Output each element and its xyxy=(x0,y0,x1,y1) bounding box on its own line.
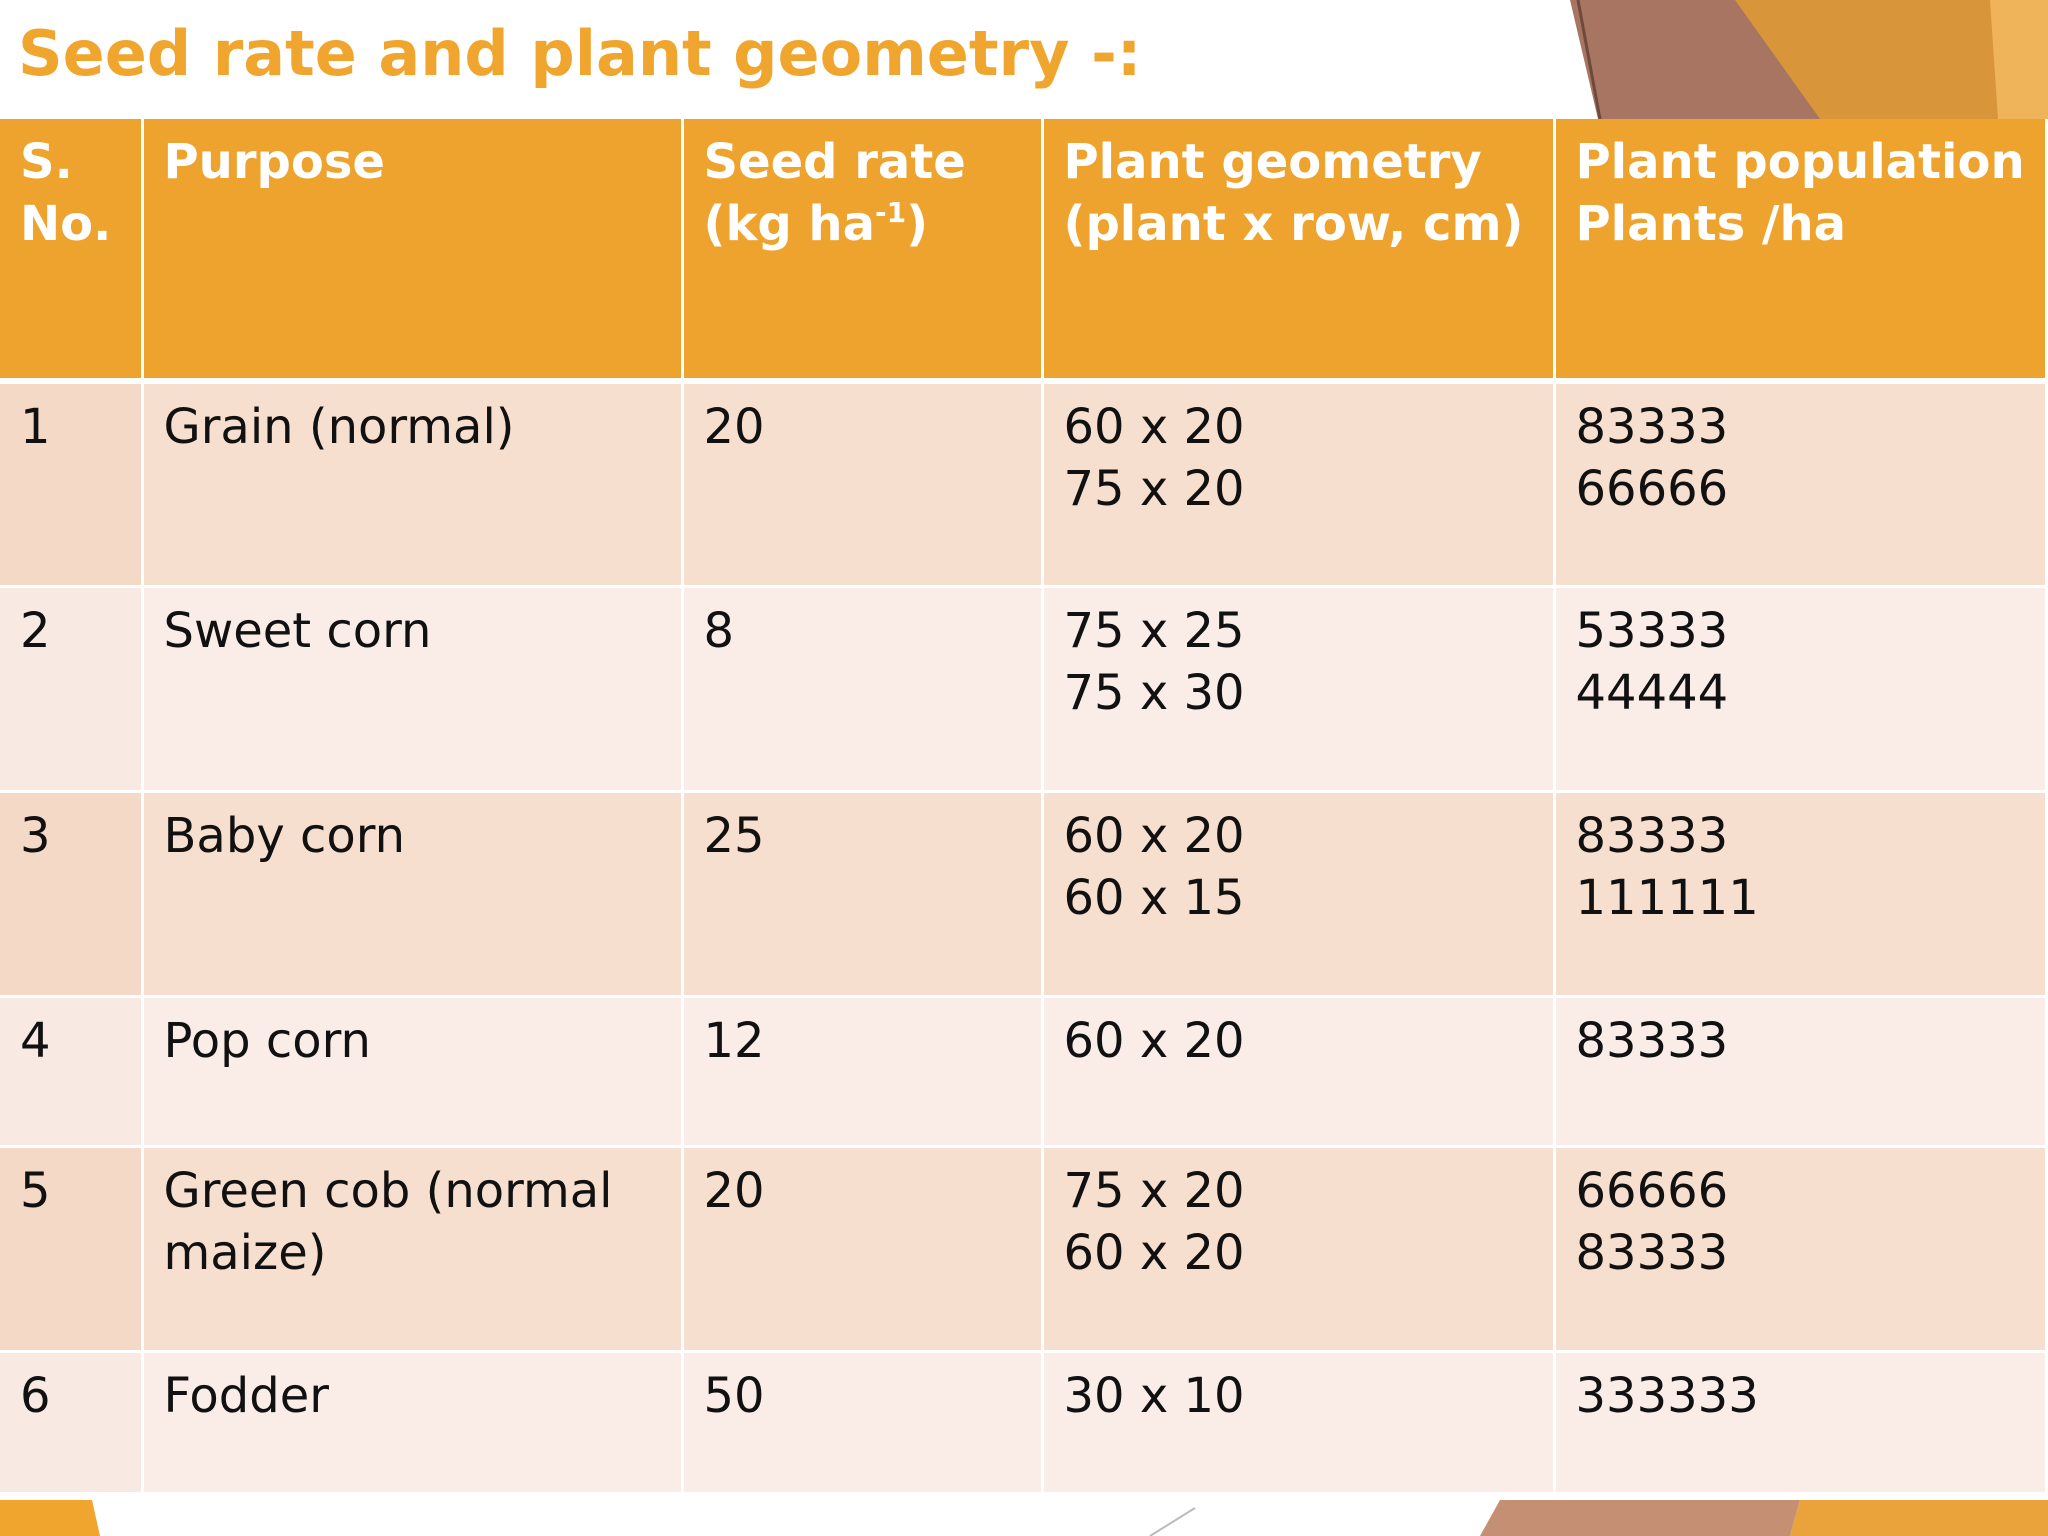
header-population-line: Plant population xyxy=(1575,134,2025,190)
table-row: 1 Grain (normal) 20 60 x 20 75 x 20 8333… xyxy=(0,381,2048,588)
header-seed-rate: Seed rate (kg ha-1) xyxy=(680,119,1044,384)
cell-sno: 1 xyxy=(0,381,144,588)
seed-rate-table-container: S. No. Purpose Seed rate (kg ha-1) Plant… xyxy=(0,119,2048,1495)
population-value: 83333 xyxy=(1575,1012,1729,1069)
top-right-thin-line xyxy=(1576,0,1602,120)
cell-purpose: Baby corn xyxy=(140,791,684,998)
header-plant-population: Plant population Plants /ha xyxy=(1552,119,2048,384)
cell-geometry: 75 x 25 75 x 30 xyxy=(1040,586,1556,793)
cell-sno: 6 xyxy=(0,1351,144,1495)
cell-population: 83333 66666 xyxy=(1552,381,2048,588)
header-purpose-label: Purpose xyxy=(163,134,385,190)
cell-seed-rate: 20 xyxy=(680,1146,1044,1353)
header-seed-rate-close: ) xyxy=(906,196,929,252)
header-seed-rate-exponent: -1 xyxy=(875,196,907,229)
table-header-row: S. No. Purpose Seed rate (kg ha-1) Plant… xyxy=(0,119,2048,384)
cell-seed-rate: 50 xyxy=(680,1351,1044,1495)
population-value: 66666 xyxy=(1575,461,1729,517)
table-row: 4 Pop corn 12 60 x 20 83333 xyxy=(0,996,2048,1148)
cell-seed-rate: 20 xyxy=(680,381,1044,588)
geometry-value: 60 x 15 xyxy=(1063,869,1245,926)
header-plant-geometry: Plant geometry (plant x row, cm) xyxy=(1040,119,1556,384)
population-value: 44444 xyxy=(1575,664,1729,721)
top-right-brown-facet xyxy=(1570,0,1840,119)
header-geometry-line: Plant geometry xyxy=(1063,134,1482,190)
population-value: 83333 xyxy=(1575,399,1729,455)
cell-purpose: Fodder xyxy=(140,1351,684,1495)
cell-seed-rate: 12 xyxy=(680,996,1044,1148)
header-purpose: Purpose xyxy=(140,119,684,384)
population-value: 53333 xyxy=(1575,602,1729,659)
geometry-value: 75 x 20 xyxy=(1063,461,1245,517)
table-row: 3 Baby corn 25 60 x 20 60 x 15 83333 111… xyxy=(0,791,2048,998)
geometry-value: 30 x 10 xyxy=(1063,1367,1245,1424)
cell-geometry: 75 x 20 60 x 20 xyxy=(1040,1146,1556,1353)
geometry-value: 60 x 20 xyxy=(1063,807,1245,864)
geometry-value: 60 x 20 xyxy=(1063,1012,1245,1069)
top-right-orange-facet xyxy=(1735,0,2010,119)
geometry-value: 60 x 20 xyxy=(1063,1224,1245,1281)
table-row: 6 Fodder 50 30 x 10 333333 xyxy=(0,1351,2048,1495)
geometry-value: 75 x 30 xyxy=(1063,664,1245,721)
cell-population: 53333 44444 xyxy=(1552,586,2048,793)
cell-seed-rate: 8 xyxy=(680,586,1044,793)
cell-sno: 4 xyxy=(0,996,144,1148)
bottom-right-orange-facet xyxy=(1790,1500,2048,1536)
geometry-value: 75 x 20 xyxy=(1063,1162,1245,1219)
population-value: 83333 xyxy=(1575,1224,1729,1281)
slide-title: Seed rate and plant geometry -: xyxy=(18,17,1142,90)
cell-purpose: Sweet corn xyxy=(140,586,684,793)
header-sno-line: S. xyxy=(20,134,73,190)
cell-sno: 2 xyxy=(0,586,144,793)
bottom-thin-line xyxy=(1149,1507,1196,1536)
header-seed-rate-unit: (kg ha xyxy=(703,196,876,252)
population-value: 111111 xyxy=(1575,869,1759,926)
bottom-left-orange-facet xyxy=(0,1500,100,1536)
cell-geometry: 60 x 20 75 x 20 xyxy=(1040,381,1556,588)
geometry-value: 60 x 20 xyxy=(1063,399,1245,455)
population-value: 83333 xyxy=(1575,807,1729,864)
cell-population: 83333 111111 xyxy=(1552,791,2048,998)
table-row: 2 Sweet corn 8 75 x 25 75 x 30 53333 444… xyxy=(0,586,2048,793)
cell-geometry: 60 x 20 xyxy=(1040,996,1556,1148)
cell-purpose: Pop corn xyxy=(140,996,684,1148)
geometry-value: 75 x 25 xyxy=(1063,602,1245,659)
population-value: 66666 xyxy=(1575,1162,1729,1219)
cell-population: 83333 xyxy=(1552,996,2048,1148)
cell-purpose: Grain (normal) xyxy=(140,381,684,588)
header-sno: S. No. xyxy=(0,119,144,384)
cell-population: 333333 xyxy=(1552,1351,2048,1495)
cell-population: 66666 83333 xyxy=(1552,1146,2048,1353)
cell-seed-rate: 25 xyxy=(680,791,1044,998)
bottom-right-brown-facet xyxy=(1480,1500,1800,1536)
population-value: 333333 xyxy=(1575,1367,1759,1424)
seed-rate-table: S. No. Purpose Seed rate (kg ha-1) Plant… xyxy=(0,119,2048,1495)
top-right-tan-facet xyxy=(1990,0,2048,119)
header-sno-line: No. xyxy=(20,196,112,252)
cell-sno: 5 xyxy=(0,1146,144,1353)
cell-purpose: Green cob (normal maize) xyxy=(140,1146,684,1353)
header-population-line: Plants /ha xyxy=(1575,196,1847,252)
header-seed-rate-line2: (kg ha-1) xyxy=(704,193,1023,255)
table-row: 5 Green cob (normal maize) 20 75 x 20 60… xyxy=(0,1146,2048,1353)
cell-sno: 3 xyxy=(0,791,144,998)
header-seed-rate-line1: Seed rate xyxy=(703,134,966,190)
cell-geometry: 60 x 20 60 x 15 xyxy=(1040,791,1556,998)
header-geometry-line: (plant x row, cm) xyxy=(1063,196,1524,252)
cell-geometry: 30 x 10 xyxy=(1040,1351,1556,1495)
